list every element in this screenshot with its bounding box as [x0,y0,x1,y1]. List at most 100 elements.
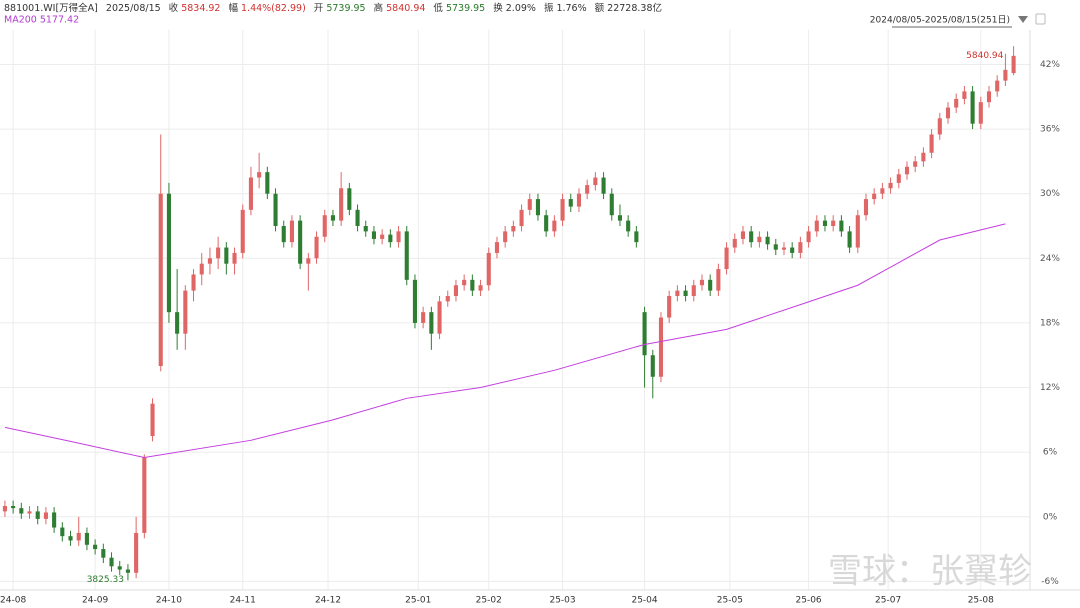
x-tick-label: 24-09 [82,596,108,606]
candle-body [831,220,836,226]
candle-body [125,569,130,573]
candle-body [445,296,450,302]
candle-body [872,193,877,200]
candle-body [339,188,344,221]
candle-body [371,231,376,239]
candle-body [322,215,327,237]
candle-body [216,247,221,259]
candle-body [486,252,491,286]
candle-body [913,161,918,167]
candle-body [306,258,311,264]
ma-legend: MA200 5177.42 [4,15,79,26]
candle-body [298,220,303,264]
candle-body [896,174,901,183]
candle-body [11,506,16,509]
low-annotation: 3825.33 [87,575,124,585]
candle-body [880,188,885,194]
candle-body [962,91,967,99]
field-label: 低 [433,2,443,14]
candle-body [412,279,418,323]
candle-body [658,317,664,377]
field-label: 幅 [228,2,238,14]
candle-body [76,532,81,541]
date-range[interactable]: 2024/08/05-2025/08/15(251日) [870,15,1010,26]
candle-body [166,193,171,313]
candle-body [642,312,647,356]
candle-body [888,182,893,189]
candle-body [798,242,803,253]
candle-body [60,527,65,537]
x-tick-label: 25-01 [405,596,431,606]
x-tick-label: 24-12 [315,596,341,606]
candle-body [281,226,286,243]
candle-body [544,215,549,232]
candle-body [740,231,746,239]
candle-body [511,226,516,232]
y-tick-label: 6% [1043,448,1058,458]
candle-body [84,532,89,545]
candle-body [2,506,7,512]
candle-body [232,252,237,264]
candle-body [52,512,57,528]
candle-body [929,134,934,153]
code: 881001.WI[万得全A] [4,2,98,14]
candle-body [175,312,180,334]
export-icon[interactable] [1035,13,1046,25]
candle-body [380,234,385,239]
field-value: 22728.38亿 [607,2,662,14]
candle-body [396,231,401,243]
candle-body [363,226,368,232]
y-tick-label: 12% [1040,383,1060,393]
ma200-line [4,223,1006,459]
field-value: 5739.95 [326,3,365,14]
candle-body [134,532,139,573]
candle-body [27,511,32,514]
field-label: 额 [595,2,605,14]
x-tick-label: 25-08 [968,596,994,606]
candle-body [691,285,696,296]
date: 2025/08/15 [106,3,161,14]
candle-body [347,188,352,210]
candle-body [183,290,188,334]
candle-body [781,247,787,250]
candle-body [650,355,655,377]
candle-body [109,557,114,567]
candle-body [314,236,319,259]
candle-body [716,269,721,291]
field-label: 振 [544,2,554,14]
field-value: 1.44%(82.99) [241,3,306,14]
candle-body [699,279,705,286]
candle-body [937,118,942,135]
x-tick-label: 25-04 [631,596,657,606]
candle-body [265,172,270,194]
y-tick-label: -6% [1041,577,1059,587]
candle-body [765,236,770,245]
candle-body [995,80,1000,92]
candle-body [822,220,828,226]
candle-body [437,301,442,334]
x-tick-label: 25-07 [875,596,901,606]
candle-body [68,536,73,541]
candle-body [617,215,623,221]
candle-body [757,236,762,243]
candle-body [970,91,975,124]
candle-body [560,199,565,221]
candle-body [93,544,98,550]
candle-body [191,274,196,291]
candle-body [609,193,614,216]
candle-body [626,220,631,232]
candle-body [568,199,573,207]
x-tick-label: 24-08 [0,596,26,606]
y-tick-label: 30% [1040,189,1060,199]
candle-body [675,290,680,296]
candle-body [1003,69,1008,81]
candle-body [101,549,106,558]
candle-body [478,285,483,291]
candle-body [519,209,524,226]
dropdown-icon[interactable] [1018,16,1028,23]
field-label: 换 [493,2,503,14]
x-tick-label: 25-06 [796,596,822,606]
candle-body [773,244,778,250]
field-label: 开 [314,3,324,14]
candle-body [494,242,500,253]
